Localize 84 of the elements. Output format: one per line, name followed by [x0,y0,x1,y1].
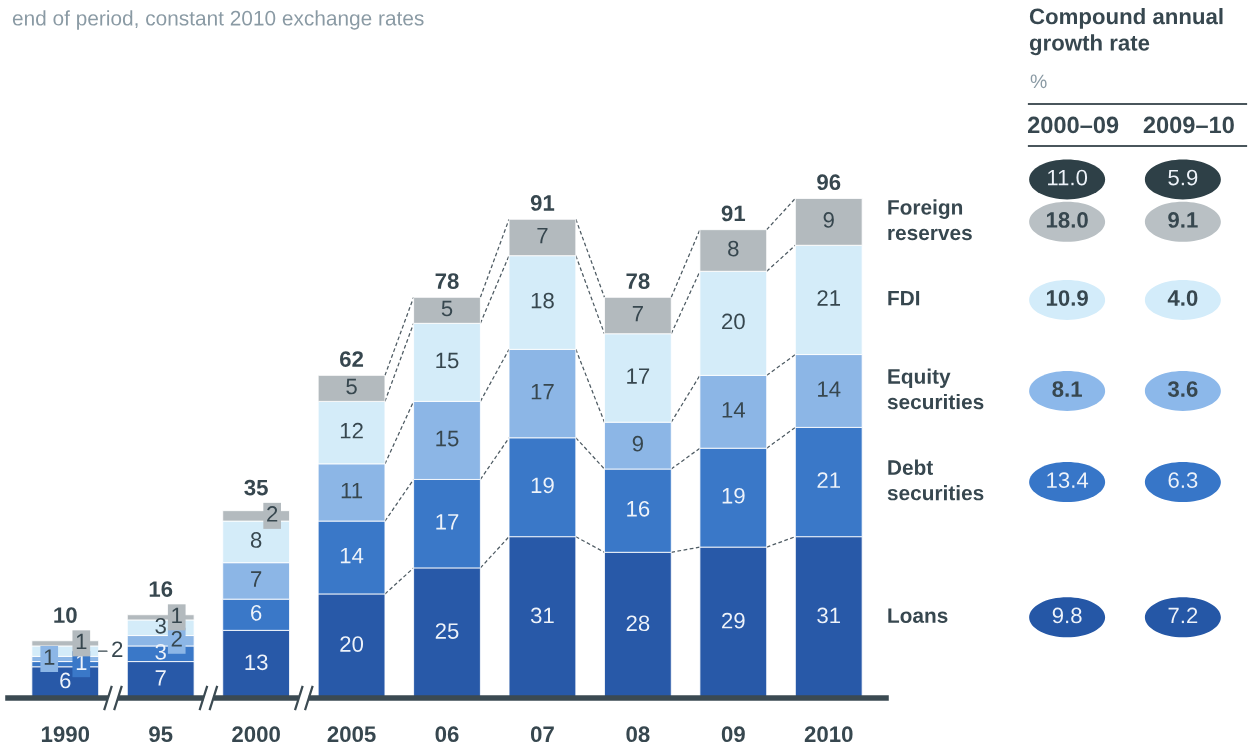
total-label: 78 [626,273,650,289]
data-label: 6 [60,672,71,689]
data-label: 19 [722,487,745,504]
data-label: 16 [627,500,650,517]
total-label: 35 [244,479,268,496]
data-label: 17 [531,384,554,400]
total-label: 91 [721,205,746,222]
data-label: 5 [346,378,357,395]
data-label: 31 [817,607,841,624]
x-tick-label: 1990 [41,726,90,743]
data-label: 14 [340,547,364,564]
data-label: 3 [155,617,166,634]
data-label: 28 [626,615,650,632]
data-label: 5.9 [1168,169,1198,186]
data-label: 5 [441,300,453,317]
total-label: 96 [817,174,841,191]
data-label: 18 [531,292,554,309]
data-label: 29 [722,612,745,629]
data-label: 8.1 [1052,381,1082,397]
data-label: 20 [340,636,364,652]
data-label: 6 [251,604,262,621]
data-label: 6.3 [1168,472,1198,489]
series-label: Loans [888,608,948,623]
data-label: 7 [251,571,262,587]
data-label: 14 [722,402,746,418]
x-tick-label: 95 [149,726,173,743]
data-label: 4.0 [1167,290,1198,306]
data-label: 13.4 [1047,472,1089,489]
data-label: 17 [627,368,650,384]
x-tick-label: 2005 [327,726,376,743]
data-label: 15 [436,430,459,447]
total-label: 78 [435,273,459,289]
data-label: 18.0 [1046,212,1088,228]
data-label: 9.1 [1168,212,1198,228]
series-label: Foreign reserves [888,199,972,241]
legend-label: Debt securities [887,459,984,501]
data-label: 17 [436,514,459,530]
category-label: 2009–10 [1143,116,1234,134]
data-label: 9.8 [1052,607,1082,624]
total-label: 62 [340,351,364,367]
category-label: 2000–09 [1027,116,1119,134]
data-label: 1 [44,649,55,665]
data-label: 1 [172,607,182,624]
series-label: FDI [888,290,920,306]
data-label: 2 [171,630,182,647]
data-label: 10.9 [1046,290,1088,306]
x-tick-label: 06 [435,726,459,743]
data-label: 21 [817,290,841,306]
data-label: 20 [722,313,745,330]
data-label: 7.2 [1168,607,1198,624]
data-label: 7 [537,227,548,244]
data-label: 7 [155,670,166,686]
data-label: 25 [435,623,459,639]
x-tick-label: 09 [721,726,745,743]
total-label: 91 [530,195,555,211]
total-label: 16 [149,581,173,597]
data-label: 11 [341,482,363,499]
data-label: 15 [436,352,459,369]
x-tick-label: 2000 [232,726,280,743]
data-label: 9 [823,212,834,228]
data-label: 31 [530,607,554,624]
data-label: 8 [728,240,739,257]
data-label: 9 [632,435,643,452]
x-tick-label: 08 [626,726,650,743]
data-label: 2 [112,641,123,657]
data-label: 11.0 [1048,169,1088,186]
data-label: 2 [267,506,278,522]
data-label: 8 [250,532,262,548]
data-label: 12 [340,422,363,439]
data-label: 14 [818,381,841,397]
data-label: 1 [76,633,87,650]
data-label: 3.6 [1167,381,1198,397]
data-label: 21 [817,472,841,488]
legend-label: Equity securities [887,368,984,410]
data-label: 19 [531,477,554,494]
data-label: 7 [632,305,643,322]
x-tick-label: 07 [530,726,554,743]
data-label: 3 [155,644,166,660]
chart-subtitle: end of period, constant 2010 exchange rates [12,10,424,30]
data-label: 13 [245,654,268,671]
text: % [1030,74,1047,89]
total-label: 10 [54,607,77,623]
x-tick-label: 2010 [804,726,853,743]
text: Compound annual growth rate [1029,8,1223,56]
